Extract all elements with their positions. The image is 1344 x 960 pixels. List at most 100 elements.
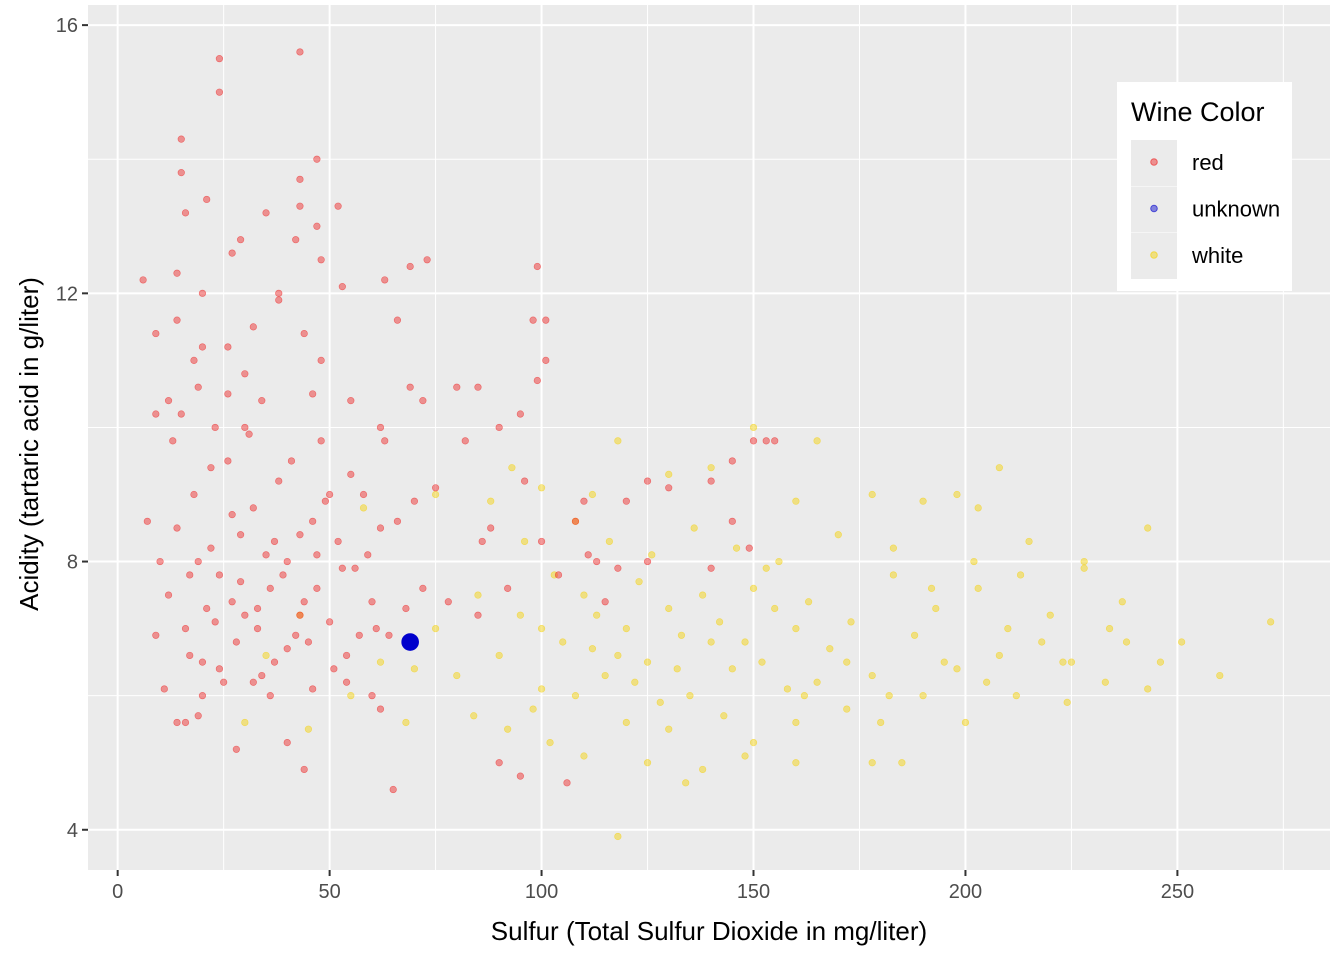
data-point-red	[461, 437, 469, 445]
data-point-red	[495, 423, 503, 432]
data-point-white	[347, 692, 355, 700]
data-point-white	[699, 765, 707, 774]
data-point-white	[919, 692, 927, 700]
data-point-white	[1080, 564, 1088, 572]
data-point-red	[309, 685, 317, 693]
data-point-red	[571, 517, 580, 525]
data-point-red	[173, 316, 181, 324]
data-point-white	[758, 658, 766, 666]
data-point-white	[588, 490, 597, 499]
data-point-red	[304, 638, 313, 646]
data-point-white	[749, 423, 758, 432]
data-point-red	[253, 604, 262, 613]
data-point-white	[601, 671, 609, 680]
legend-title: Wine Color	[1131, 97, 1265, 127]
legend: Wine Color red unknown white	[1117, 82, 1292, 291]
data-point-red	[152, 410, 160, 418]
data-point-red	[249, 678, 257, 686]
data-point-red	[423, 256, 431, 264]
data-point-red	[194, 383, 202, 391]
x-tick-label: 150	[737, 881, 770, 903]
data-point-white	[749, 584, 758, 592]
data-point-red	[338, 564, 346, 572]
data-point-white	[847, 618, 855, 626]
data-point-unknown	[401, 633, 419, 651]
data-point-white	[665, 470, 673, 478]
data-point-white	[262, 651, 270, 660]
data-point-red	[745, 544, 753, 552]
data-point-white	[910, 631, 919, 639]
data-point-white	[792, 497, 800, 505]
data-point-white	[453, 671, 461, 680]
data-point-white	[431, 490, 440, 499]
data-point-red	[296, 531, 304, 539]
data-point-red	[431, 484, 440, 492]
data-point-white	[1059, 658, 1067, 666]
data-point-red	[292, 236, 300, 244]
data-point-white	[749, 738, 758, 747]
legend-label-white: white	[1191, 243, 1243, 268]
data-point-red	[296, 611, 304, 619]
data-point-red	[177, 169, 185, 177]
data-point-red	[190, 356, 198, 364]
data-point-red	[266, 584, 274, 592]
x-tick-label: 100	[525, 881, 558, 903]
data-point-red	[241, 423, 249, 432]
data-point-white	[970, 557, 978, 566]
data-point-white	[550, 571, 558, 579]
data-point-white	[643, 658, 652, 666]
data-point-white	[588, 645, 597, 653]
data-point-white	[983, 678, 991, 686]
data-point-white	[516, 611, 524, 619]
data-point-white	[614, 437, 622, 445]
data-point-red	[410, 497, 418, 505]
data-point-red	[237, 236, 245, 244]
data-point-white	[431, 625, 440, 633]
data-point-white	[495, 651, 503, 660]
data-point-red	[275, 289, 283, 297]
data-point-white	[1156, 658, 1165, 666]
data-point-white	[1016, 571, 1025, 579]
data-point-red	[169, 437, 177, 445]
data-point-white	[622, 625, 630, 633]
data-point-white	[1216, 671, 1224, 680]
data-point-white	[940, 658, 948, 666]
data-point-white	[648, 551, 656, 559]
data-point-white	[682, 779, 690, 787]
data-point-red	[707, 477, 715, 485]
data-point-red	[194, 712, 202, 720]
data-point-white	[792, 718, 800, 727]
data-point-white	[614, 651, 622, 660]
data-point-red	[389, 785, 397, 794]
data-point-red	[220, 678, 228, 686]
data-point-red	[474, 383, 482, 391]
data-point-red	[228, 249, 236, 257]
data-point-white	[614, 832, 622, 841]
data-point-white	[741, 638, 749, 646]
data-point-white	[1101, 678, 1109, 686]
data-point-white	[898, 759, 906, 767]
data-point-white	[762, 564, 770, 572]
data-point-white	[359, 504, 368, 512]
data-point-white	[826, 645, 834, 653]
data-point-red	[622, 497, 630, 505]
data-point-white	[732, 544, 741, 552]
data-point-white	[665, 725, 673, 733]
data-point-red	[164, 397, 173, 405]
y-tick-label: 12	[56, 283, 78, 305]
data-point-red	[181, 209, 190, 217]
data-point-red	[224, 457, 232, 465]
data-point-white	[1118, 598, 1126, 606]
data-point-red	[258, 671, 266, 680]
y-tick-label: 8	[67, 552, 78, 574]
data-point-white	[1080, 557, 1088, 566]
data-point-red	[203, 604, 211, 613]
data-point-red	[665, 484, 673, 492]
data-point-red	[173, 269, 181, 277]
data-point-red	[266, 692, 274, 700]
data-point-white	[656, 698, 664, 706]
legend-key-bg	[1131, 140, 1177, 186]
data-point-red	[173, 718, 181, 727]
data-point-white	[707, 638, 715, 646]
